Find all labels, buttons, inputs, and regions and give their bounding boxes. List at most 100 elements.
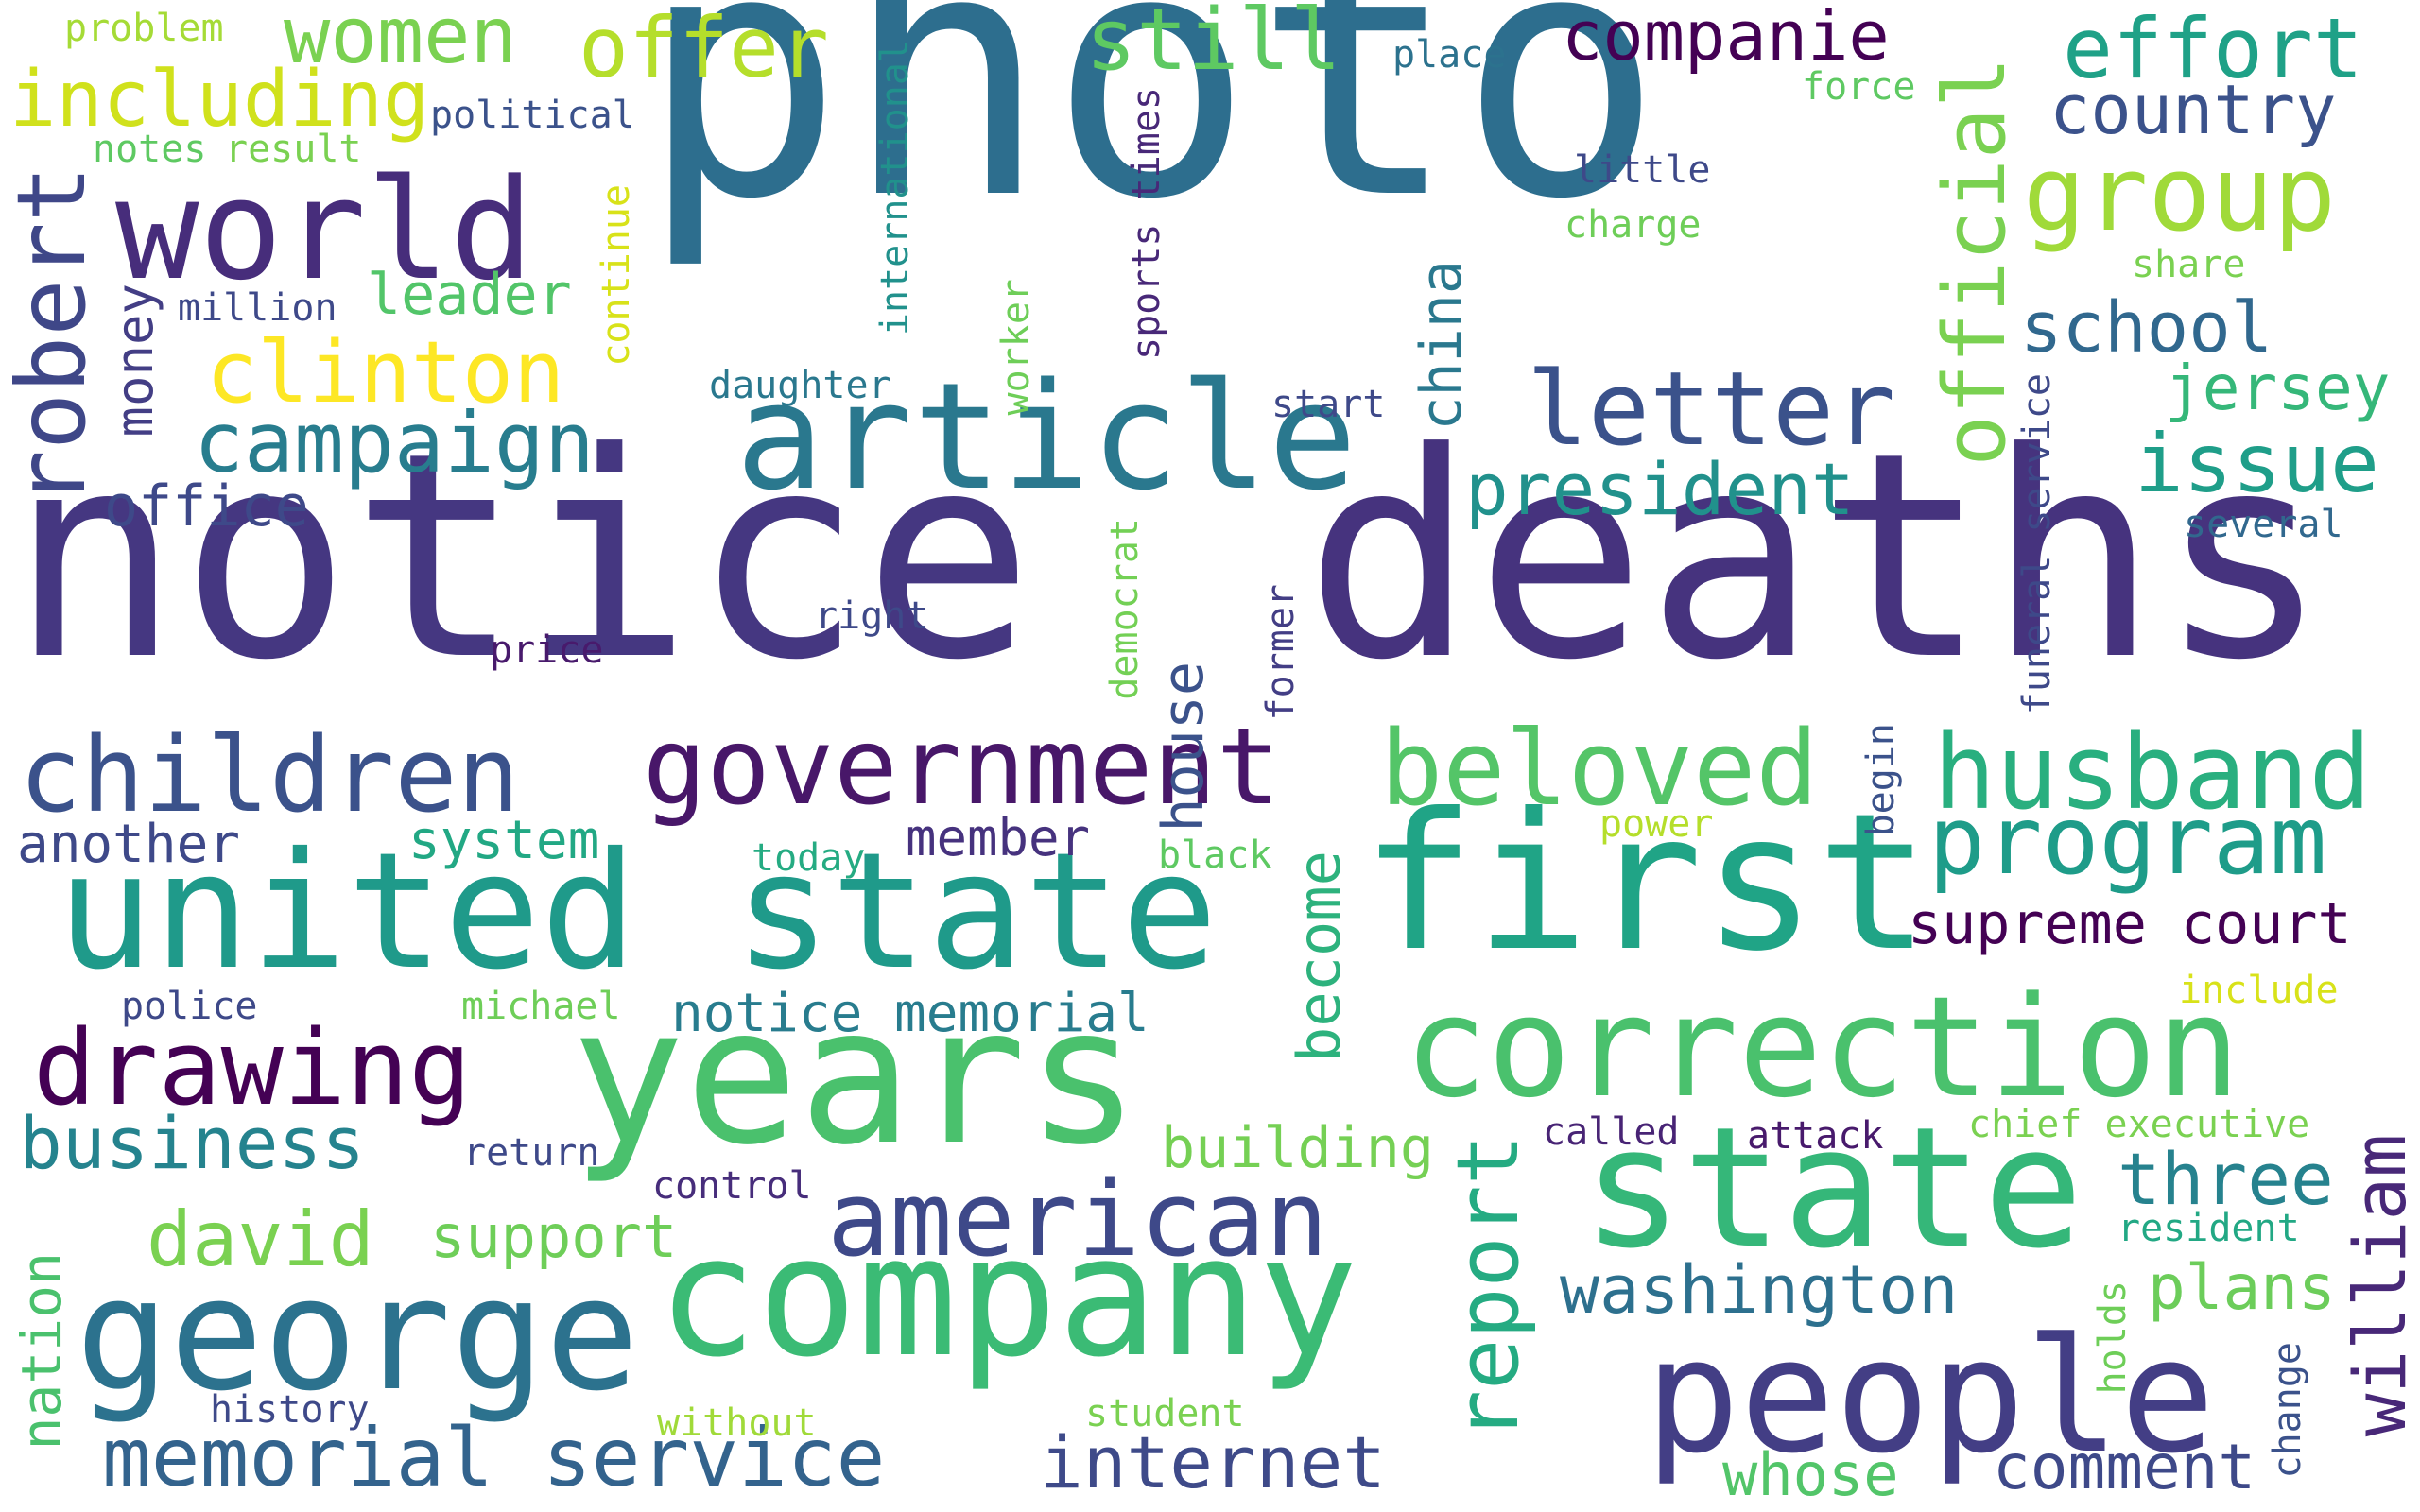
word-former: former (1259, 584, 1303, 721)
word-notice: notice (9, 392, 1034, 722)
word-school: school (2020, 287, 2273, 369)
word-deaths: deaths (1305, 392, 2329, 722)
word-world: world (115, 149, 534, 311)
word-sports-times: sports times (1125, 87, 1168, 360)
word-american: american (827, 1159, 1328, 1280)
word-effort: effort (2063, 0, 2363, 97)
word-history: history (210, 1388, 370, 1432)
word-become: become (1285, 850, 1354, 1062)
word-clinton: clinton (206, 323, 565, 422)
word-police: police (121, 985, 258, 1028)
word-beloved: beloved (1380, 708, 1819, 829)
word-drawing: drawing (33, 1007, 472, 1128)
word-change: change (2266, 1342, 2309, 1479)
word-resident: resident (2118, 1207, 2300, 1250)
word-attack: attack (1747, 1114, 1884, 1158)
word-state: state (1582, 1091, 2083, 1285)
word-price: price (490, 628, 604, 672)
word-whose: whose (1722, 1440, 1899, 1509)
word-country: country (2049, 70, 2337, 149)
word-memorial-service: memorial service (102, 1411, 886, 1505)
word-several: several (2184, 503, 2343, 546)
word-money: money (105, 284, 164, 438)
word-plans: plans (2148, 1251, 2336, 1324)
word-david: david (147, 1195, 374, 1283)
word-photo: photo (639, 0, 1664, 273)
word-including: including (9, 55, 430, 145)
word-husband: husband (1933, 712, 2372, 833)
word-campaign: campaign (194, 394, 595, 491)
word-international: international (873, 40, 917, 336)
word-charge: charge (1564, 203, 1702, 247)
word-member: member (906, 808, 1091, 868)
word-issue: issue (2135, 417, 2379, 511)
word-government: government (643, 706, 1281, 829)
word-called: called (1543, 1110, 1680, 1154)
word-china: china (1409, 260, 1475, 431)
word-still: still (1085, 0, 1341, 90)
word-begin: begin (1859, 723, 1903, 837)
word-president: president (1465, 447, 1855, 531)
word-business: business (19, 1101, 366, 1185)
word-companie: companie (1562, 0, 1890, 76)
word-supreme-court: supreme court (1908, 891, 2352, 957)
word-office: office (104, 473, 309, 540)
word-without: without (657, 1401, 817, 1445)
word-leader: leader (367, 262, 572, 328)
word-article: article (735, 351, 1357, 523)
word-include: include (2179, 969, 2339, 1012)
word-united-state: united state (57, 818, 1219, 1005)
word-report: report (1439, 1134, 1538, 1442)
word-start: start (1271, 383, 1386, 426)
word-system: system (408, 810, 600, 871)
word-building: building (1161, 1115, 1434, 1181)
word-continue: continue (595, 184, 638, 367)
word-william: william (2338, 1134, 2420, 1437)
word-group: group (2023, 133, 2337, 254)
word-correction: correction (1404, 967, 2241, 1128)
word-political: political (430, 94, 635, 137)
word-michael: michael (461, 985, 621, 1028)
word-company: company (657, 1200, 1358, 1394)
word-funeral-service: funeral service (2015, 373, 2059, 715)
word-problem: problem (64, 7, 224, 50)
word-years: years (571, 967, 1141, 1187)
word-little: little (1574, 148, 1711, 192)
word-robert: robert (0, 165, 107, 507)
word-today: today (752, 836, 866, 880)
word-people: people (1645, 1305, 2216, 1488)
word-chief-executive: chief executive (1968, 1103, 2310, 1146)
word-women: women (284, 0, 517, 81)
word-support: support (430, 1202, 678, 1271)
word-student: student (1085, 1392, 1245, 1435)
word-million: million (178, 286, 337, 330)
word-program: program (1928, 785, 2327, 896)
word-first: first (1361, 773, 1931, 993)
word-internet: internet (1040, 1420, 1387, 1504)
word-comment: comment (1993, 1431, 2256, 1503)
word-nation: nation (9, 1252, 74, 1451)
word-democrat: democrat (1103, 518, 1147, 700)
word-george: george (76, 1244, 640, 1425)
word-another: another (17, 814, 241, 875)
word-three: three (2118, 1137, 2334, 1221)
word-power: power (1599, 802, 1714, 846)
word-letter: letter (1527, 351, 1896, 469)
word-jersey: jersey (2165, 352, 2391, 424)
word-black: black (1158, 833, 1272, 877)
word-force: force (1802, 65, 1916, 109)
word-holds: holds (2091, 1280, 2135, 1395)
word-children: children (19, 714, 520, 835)
word-return: return (463, 1131, 600, 1175)
word-notice-memorial: notice memorial (671, 983, 1150, 1044)
word-house: house (1150, 662, 1217, 833)
word-washington: washington (1560, 1251, 1959, 1329)
word-official: official (1926, 57, 2025, 467)
word-notes: notes (93, 128, 207, 171)
word-result: result (225, 128, 362, 171)
word-control: control (652, 1164, 812, 1208)
word-offer: offer (579, 0, 829, 96)
word-daughter: daughter (709, 364, 891, 407)
word-place: place (1392, 33, 1507, 77)
